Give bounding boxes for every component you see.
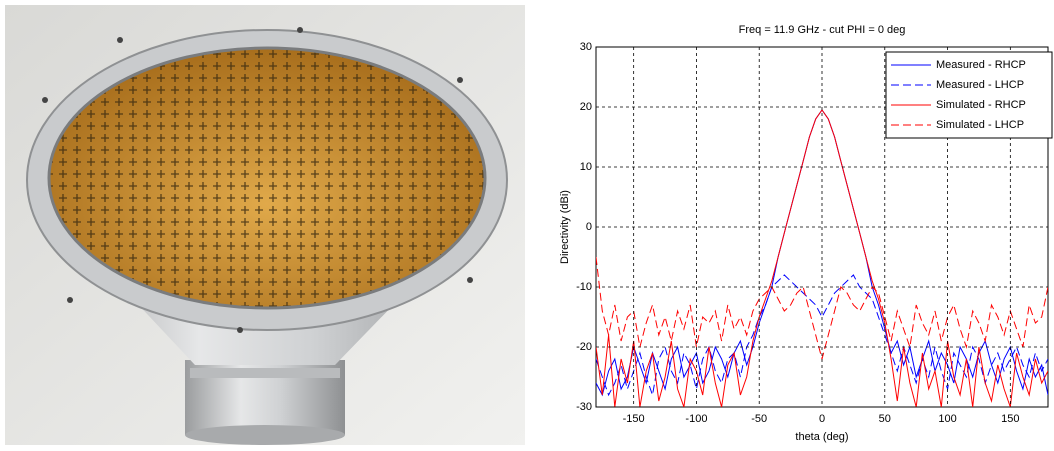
x-tick-label: -50 [751,413,767,425]
legend-label: Simulated - RHCP [936,99,1026,111]
legend-label: Measured - LHCP [936,79,1024,91]
x-tick-label: 0 [819,413,825,425]
x-tick-label: 150 [1001,413,1019,425]
series-line [596,274,1048,397]
x-tick-label: 50 [879,413,891,425]
chart-title: Freq = 11.9 GHz - cut PHI = 0 deg [739,24,906,36]
y-tick-label: 30 [580,41,592,53]
y-tick-label: 20 [580,101,592,113]
y-tick-label: -20 [576,341,592,353]
legend-box [885,51,1053,139]
y-tick-label: 0 [586,221,592,233]
y-tick-label: -10 [576,281,592,293]
x-tick-label: 100 [938,413,956,425]
y-tick-label: -30 [576,401,592,413]
y-tick-label: 10 [580,161,592,173]
legend-label: Measured - RHCP [936,59,1026,71]
antenna-photo [5,5,525,445]
x-tick-label: -100 [685,413,707,425]
legend-label: Simulated - LHCP [936,119,1024,131]
y-axis-label: Directivity (dBi) [559,190,571,264]
x-axis-label: theta (deg) [795,431,848,443]
x-tick-label: -150 [623,413,645,425]
